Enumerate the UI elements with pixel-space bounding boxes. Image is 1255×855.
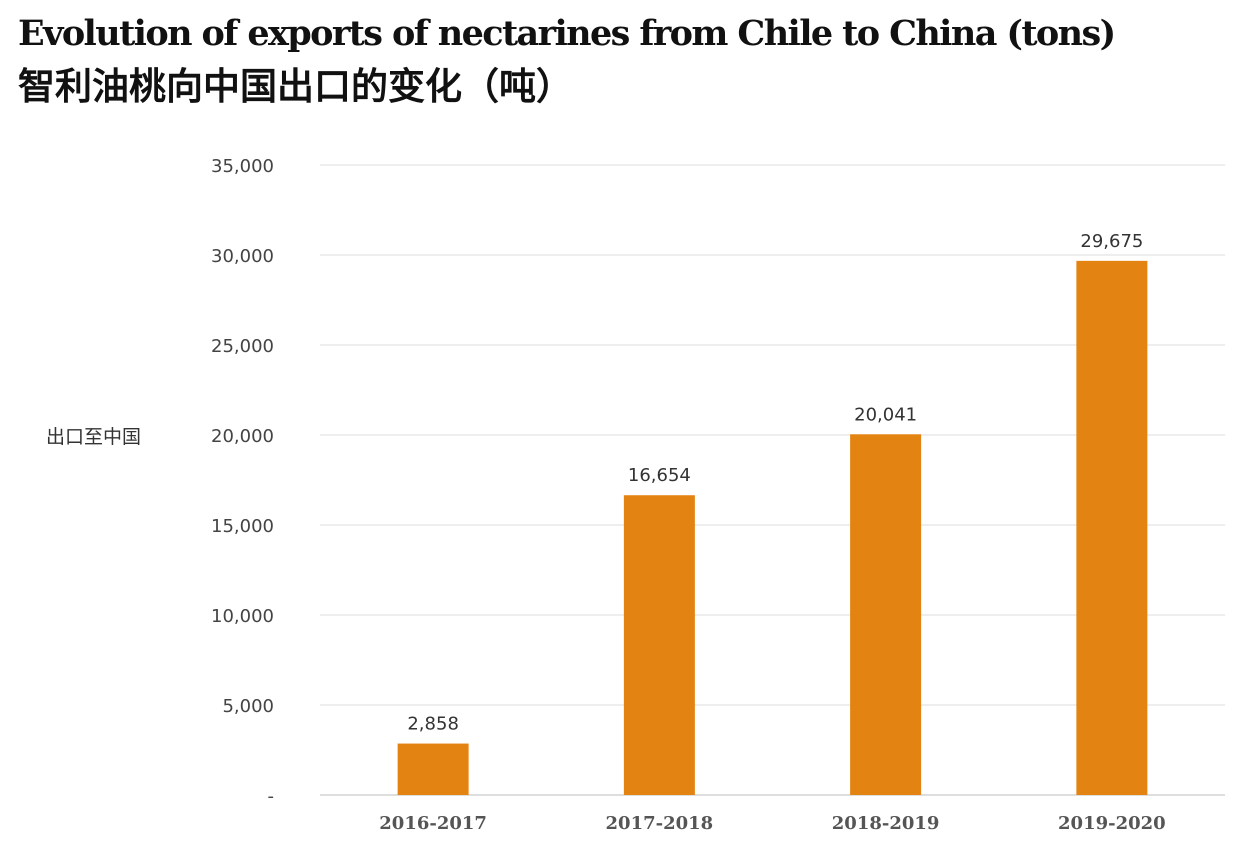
x-tick-label: 2019-2020	[1058, 813, 1166, 834]
chart-subtitle: 智利油桃向中国出口的变化（吨）	[18, 65, 573, 108]
x-tick-label: 2016-2017	[379, 813, 487, 834]
y-tick-label: -	[268, 786, 275, 807]
x-tick-label: 2017-2018	[606, 813, 714, 834]
data-label: 29,675	[1080, 231, 1143, 252]
y-axis-ticks: - 5,000 10,000 15,000 20,000 25,000 30,000 35,0…	[211, 156, 274, 807]
gridlines	[320, 164, 1225, 796]
y-tick-label: 5,000	[222, 696, 274, 717]
chart-title: Evolution of exports of nectarines from …	[18, 13, 1116, 54]
data-label: 16,654	[628, 465, 691, 486]
data-label: 20,041	[854, 404, 917, 425]
y-axis-label: 出口至中国	[46, 426, 142, 448]
y-tick-label: 30,000	[211, 246, 274, 267]
x-axis-ticks: 2016-2017 2017-2018 2018-2019 2019-2020	[379, 813, 1165, 834]
bars	[397, 260, 1148, 796]
data-labels: 2,858 16,654 20,041 29,675	[407, 231, 1143, 735]
bar-2017-2018	[623, 495, 695, 795]
y-tick-label: 10,000	[211, 606, 274, 627]
bar-2019-2020	[1076, 260, 1148, 796]
x-tick-label: 2018-2019	[832, 813, 940, 834]
data-label: 2,858	[407, 714, 459, 735]
y-tick-label: 20,000	[211, 426, 274, 447]
y-tick-label: 25,000	[211, 336, 274, 357]
bar-2016-2017	[397, 743, 469, 795]
bar-2018-2019	[850, 434, 922, 795]
y-tick-label: 15,000	[211, 516, 274, 537]
y-tick-label: 35,000	[211, 156, 274, 177]
